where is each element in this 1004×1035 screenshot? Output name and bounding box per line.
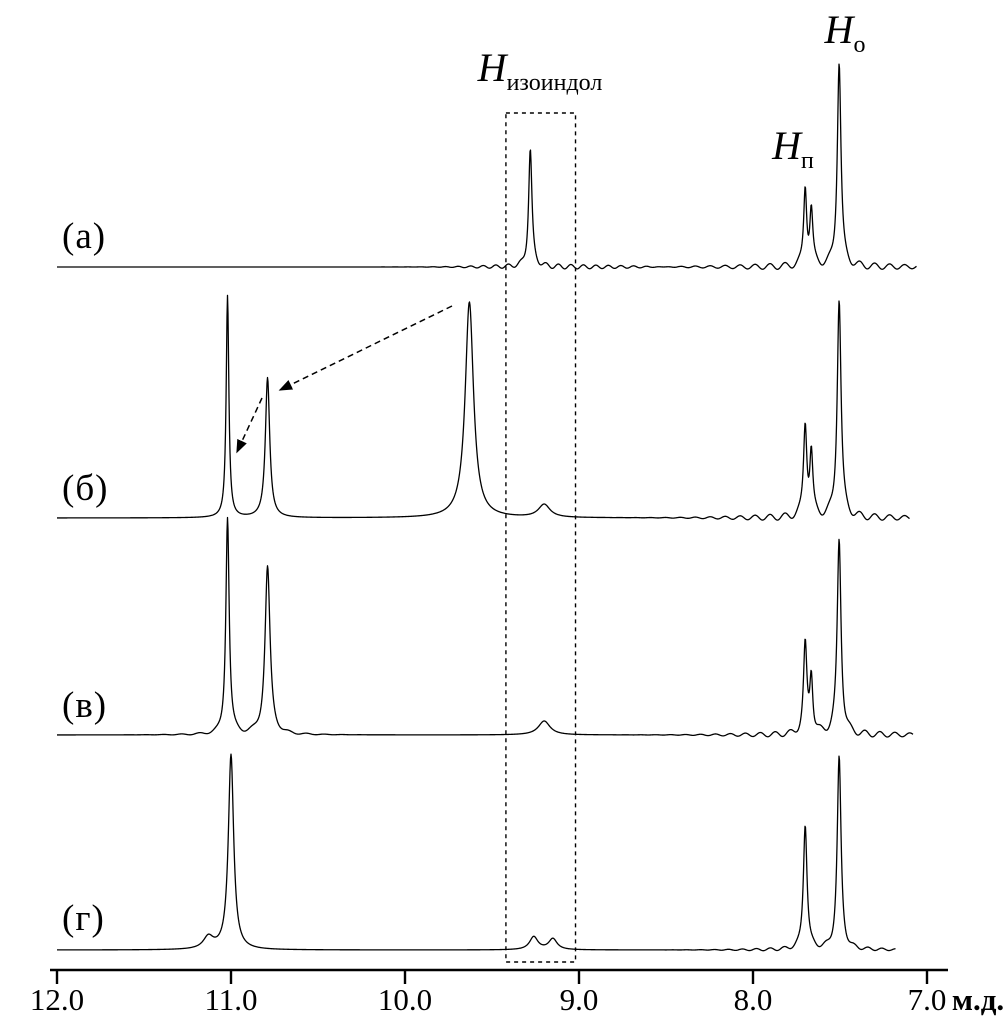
peak-shift-arrow-1: [278, 305, 453, 391]
x-tick-label-12: 12.0: [29, 982, 85, 1017]
h-para-label-subscript: п: [801, 148, 814, 174]
h-para-peak-label: Hп: [772, 123, 814, 174]
isoindole-region-box: [505, 112, 577, 963]
isoindole-region-label: Hизоиндол: [477, 45, 603, 96]
x-tick-label-9: 9.0: [559, 982, 599, 1017]
isoindole-label-symbol: H: [477, 45, 507, 90]
h-para-label-symbol: H: [772, 123, 802, 168]
trace-label-a: (а): [62, 216, 107, 257]
h-ortho-peak-label: Hо: [824, 7, 866, 58]
x-axis-unit-label: м.д.: [951, 982, 1004, 1017]
x-tick-label-11: 11.0: [204, 982, 258, 1017]
h-ortho-label-symbol: H: [824, 7, 854, 52]
nmr-trace-1: [56, 63, 917, 270]
nmr-trace-2: [56, 294, 910, 521]
x-tick-label-8: 8.0: [733, 982, 773, 1017]
trace-label-v: (в): [62, 685, 108, 726]
h-ortho-label-subscript: о: [853, 32, 866, 58]
trace-label-b: (б): [62, 468, 109, 509]
peak-shift-arrow-2: [236, 397, 263, 454]
x-tick-label-7: 7.0: [907, 982, 947, 1017]
nmr-trace-3: [56, 516, 914, 738]
trace-label-g: (г): [62, 898, 105, 939]
isoindole-label-subscript: изоиндол: [506, 70, 603, 96]
nmr-trace-4: [56, 753, 896, 952]
x-tick-label-10: 10.0: [377, 982, 433, 1017]
